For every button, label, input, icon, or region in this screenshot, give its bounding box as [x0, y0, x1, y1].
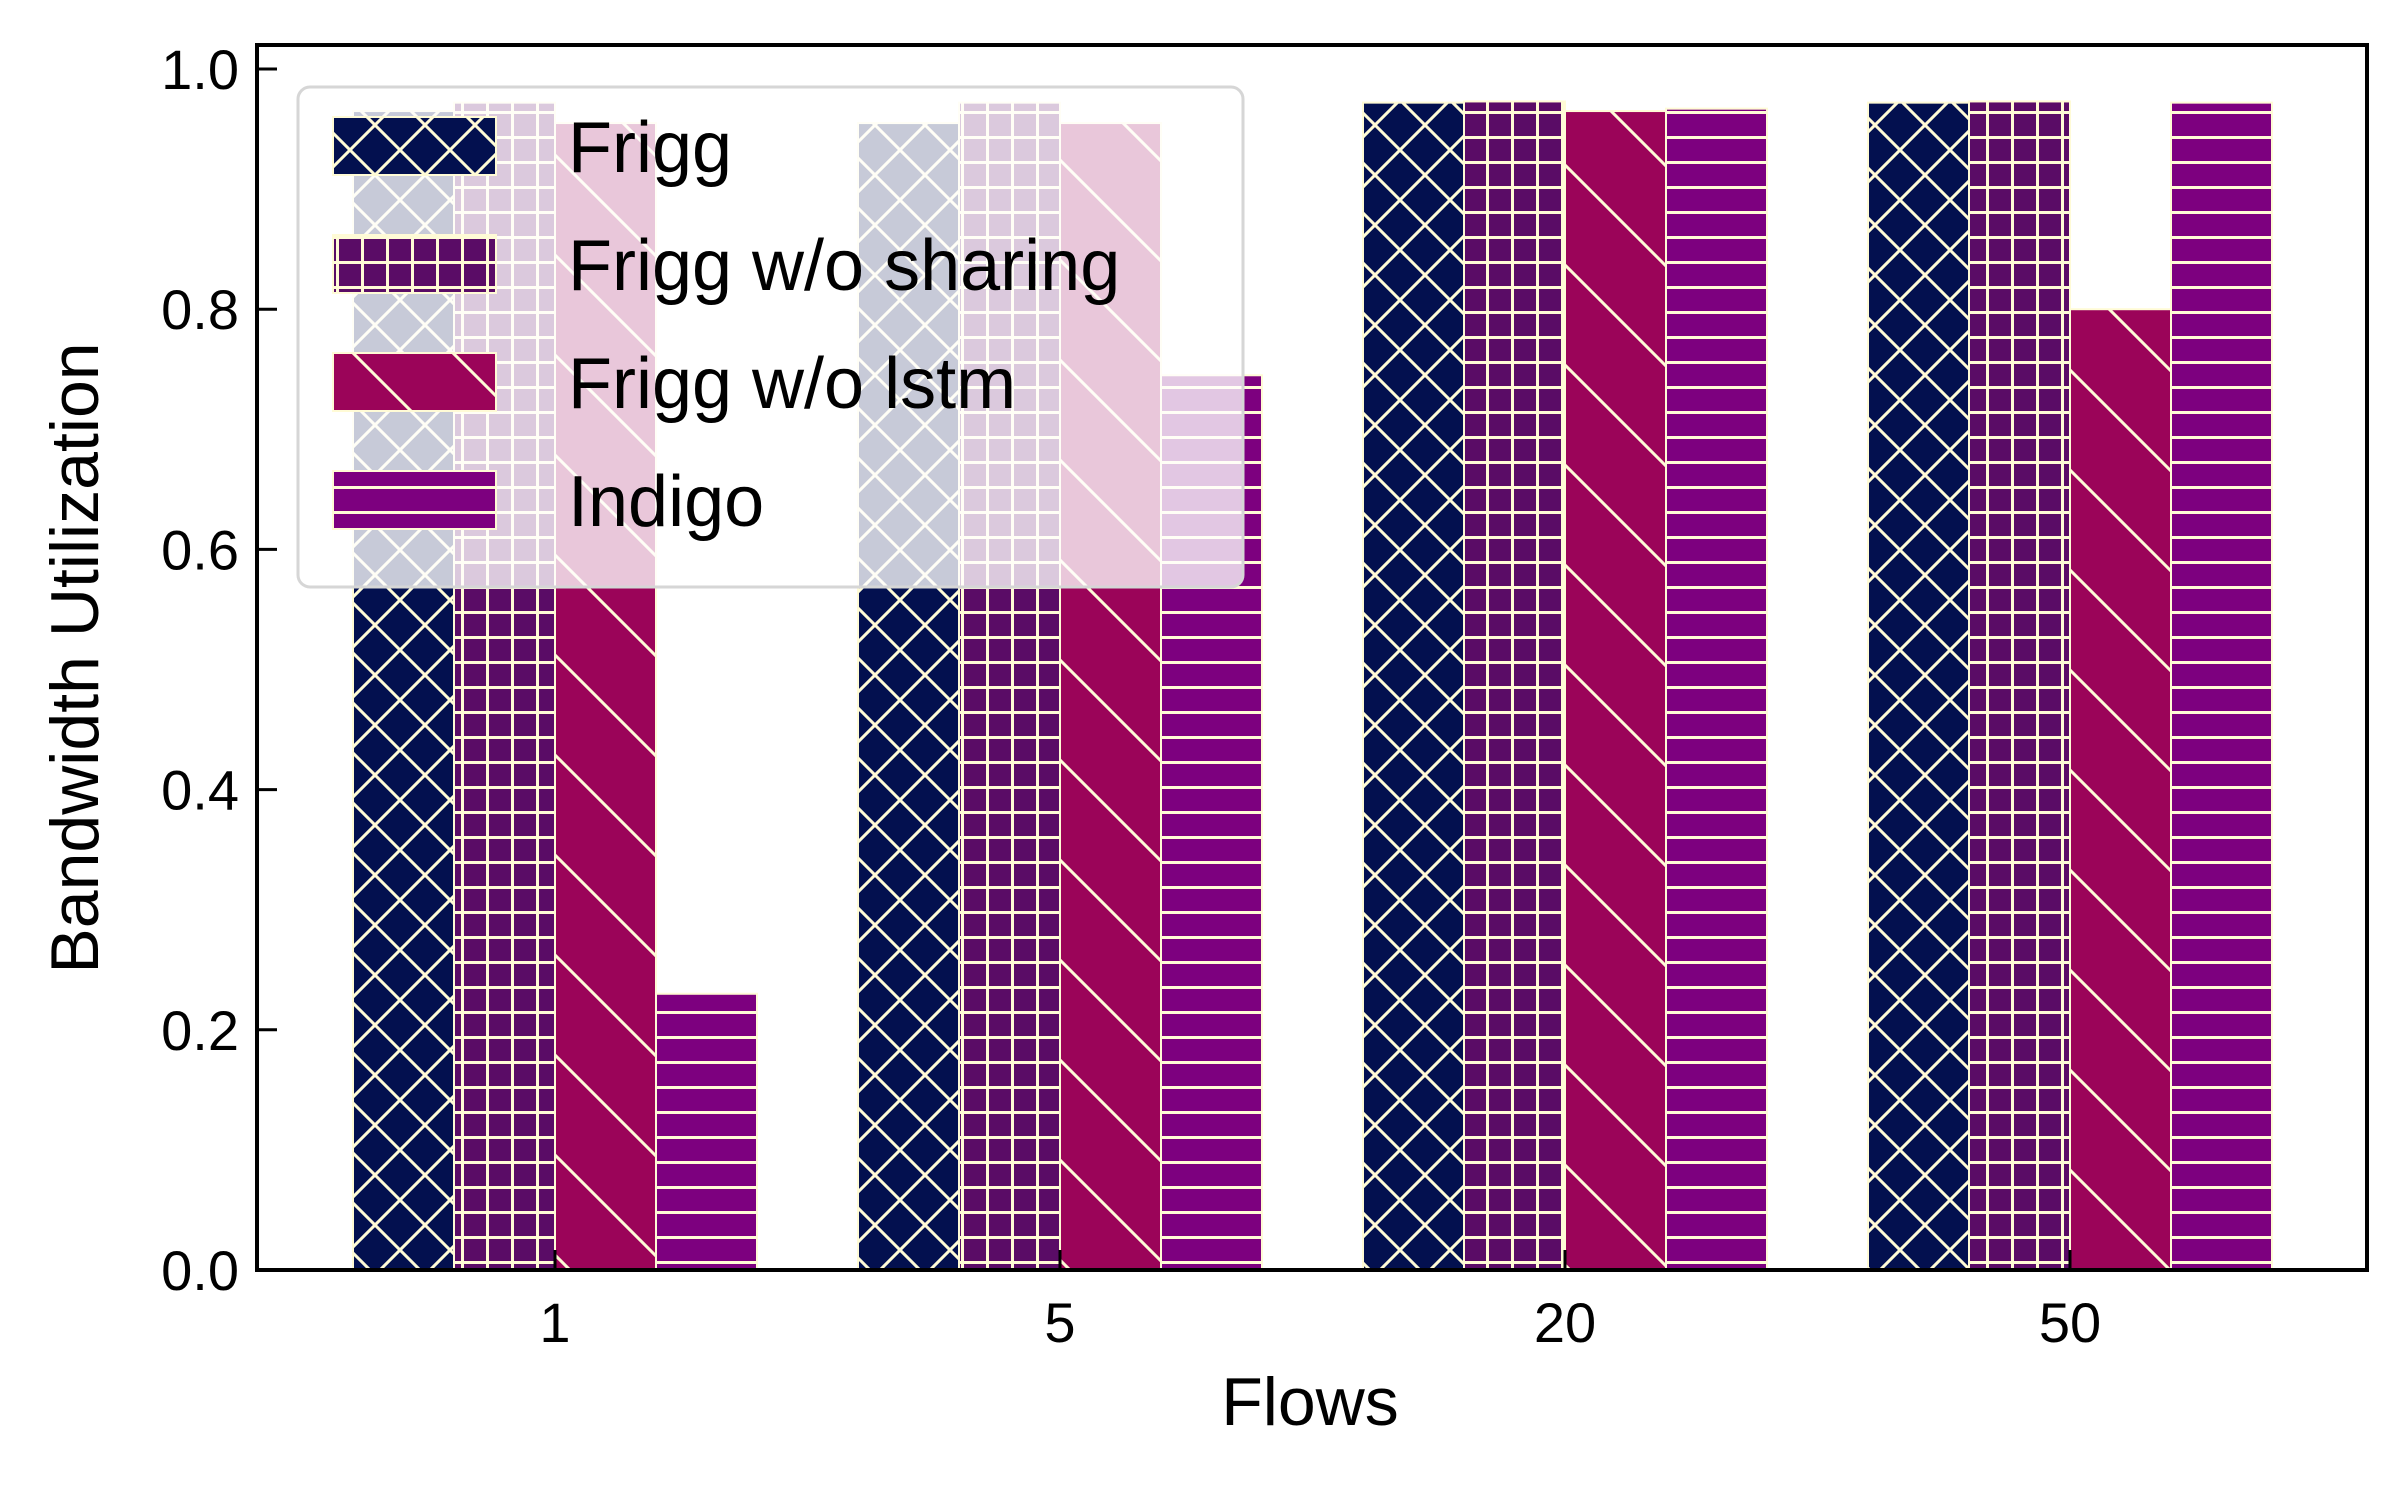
legend-label: Frigg w/o lstm: [568, 344, 1016, 424]
bar-hatch-3-2: [1665, 107, 1768, 1271]
plot-frame: [255, 43, 2369, 1272]
legend-box: [296, 85, 1245, 589]
bar-hatch-0-3: [1867, 101, 1970, 1271]
bar-hatch-1-2: [1463, 100, 1566, 1272]
x-axis-label: Flows: [1221, 1364, 1399, 1440]
x-tick-label: 50: [2039, 1291, 2101, 1354]
x-tick-label: 5: [1044, 1291, 1075, 1354]
y-tick-label: 0.0: [161, 1239, 239, 1302]
y-tick-label: 0.2: [161, 999, 239, 1062]
y-tick-label: 0.6: [161, 518, 239, 581]
legend: Frigg Frigg w/o sharing Frigg w/o lstm Indi…: [296, 85, 1245, 589]
axes-layer: 0.0 0.2 0.4 0.6 0.8 1.0 1 5 20 50: [161, 38, 2369, 1354]
bar-hatch-2-3: [2069, 308, 2172, 1271]
legend-swatch-hatch: [332, 234, 497, 294]
legend-label: Frigg: [568, 108, 732, 188]
y-tick-label: 1.0: [161, 38, 239, 101]
legend-label: Indigo: [568, 462, 764, 542]
bar-hatch-1-3: [1968, 100, 2071, 1272]
bar-hatch-3-3: [2170, 101, 2273, 1271]
bar-hatch-2-2: [1564, 110, 1667, 1271]
y-axis-label: Bandwidth Utilization: [37, 342, 113, 973]
y-tick-label: 0.4: [161, 759, 239, 822]
x-tick-label: 20: [1534, 1291, 1596, 1354]
legend-swatch-hatch: [332, 470, 497, 530]
legend-label: Frigg w/o sharing: [568, 226, 1120, 306]
legend-swatch-hatch: [332, 116, 497, 176]
y-tick-label: 0.8: [161, 278, 239, 341]
x-tick-label: 1: [539, 1291, 570, 1354]
legend-swatch-hatch: [332, 352, 497, 412]
bar-hatch-0-2: [1362, 101, 1465, 1271]
bar-hatch-3-0: [655, 992, 758, 1272]
